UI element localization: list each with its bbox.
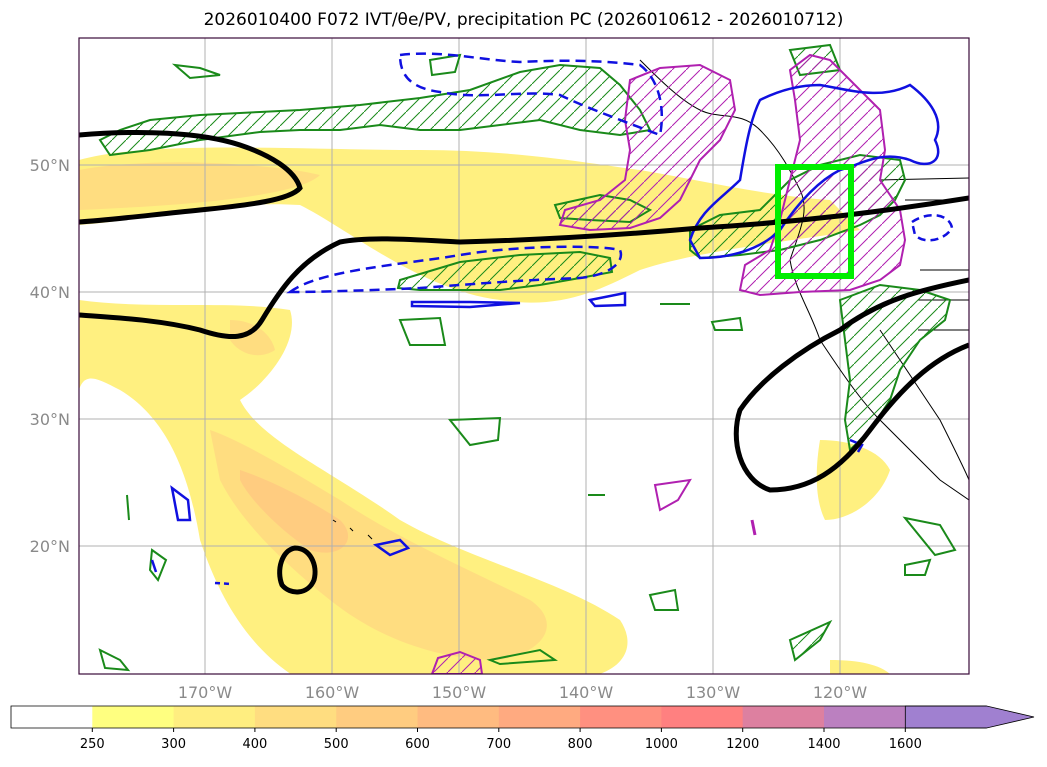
- colorbar-tick-label: 1400: [807, 737, 840, 752]
- latitude-labels: 50°N 40°N 30°N 20°N: [30, 156, 70, 556]
- colorbar-tick-label: 500: [324, 737, 349, 752]
- lon-label: 170°W: [178, 683, 233, 702]
- lon-label: 120°W: [813, 683, 868, 702]
- highlight-region-box: [775, 164, 854, 279]
- lon-label: 160°W: [305, 683, 360, 702]
- colorbar-tick-label: 800: [568, 737, 593, 752]
- colorbar-segment: [254, 706, 337, 728]
- lat-label: 50°N: [30, 156, 70, 175]
- lon-label: 150°W: [432, 683, 487, 702]
- colorbar-segment: [498, 706, 581, 728]
- pv-contours: [150, 52, 954, 586]
- lon-label: 130°W: [686, 683, 741, 702]
- map-frame: [78, 37, 970, 675]
- colorbar-segment: [173, 706, 256, 728]
- lat-label: 20°N: [30, 537, 70, 556]
- colorbar-segment: [92, 706, 175, 728]
- colorbar-segment: [661, 706, 744, 728]
- ivt-colorbar: 250 300 400 500 600 700 800 1000 1200 1400 1600: [10, 705, 1035, 752]
- lon-label: 140°W: [559, 683, 614, 702]
- colorbar-segment: [11, 706, 93, 728]
- colorbar-tick-label: 600: [405, 737, 430, 752]
- colorbar-tick-label: 1000: [645, 737, 678, 752]
- lat-label: 30°N: [30, 410, 70, 429]
- colorbar-tick-label: 700: [486, 737, 511, 752]
- longitude-labels: 170°W 160°W 150°W 140°W 130°W 120°W: [178, 683, 868, 702]
- colorbar-tick-label: 300: [161, 737, 186, 752]
- colorbar-segment: [742, 706, 825, 728]
- colorbar-segment: [336, 706, 418, 728]
- colorbar-tick-label: 1600: [889, 737, 922, 752]
- theta-e-contours: [79, 129, 969, 595]
- colorbar-segment: [580, 706, 662, 728]
- colorbar-tick-label: 1200: [726, 737, 759, 752]
- colorbar-extend-arrow: [904, 705, 1035, 729]
- colorbar-segment: [417, 706, 500, 728]
- precip-pc-negative: [430, 53, 907, 674]
- colorbar-segment: [824, 706, 906, 728]
- colorbar-tick-label: 250: [80, 737, 105, 752]
- lat-label: 40°N: [30, 283, 70, 302]
- colorbar-tick-label: 400: [242, 737, 267, 752]
- map-title: 2026010400 F072 IVT/θe/PV, precipitation…: [203, 10, 844, 30]
